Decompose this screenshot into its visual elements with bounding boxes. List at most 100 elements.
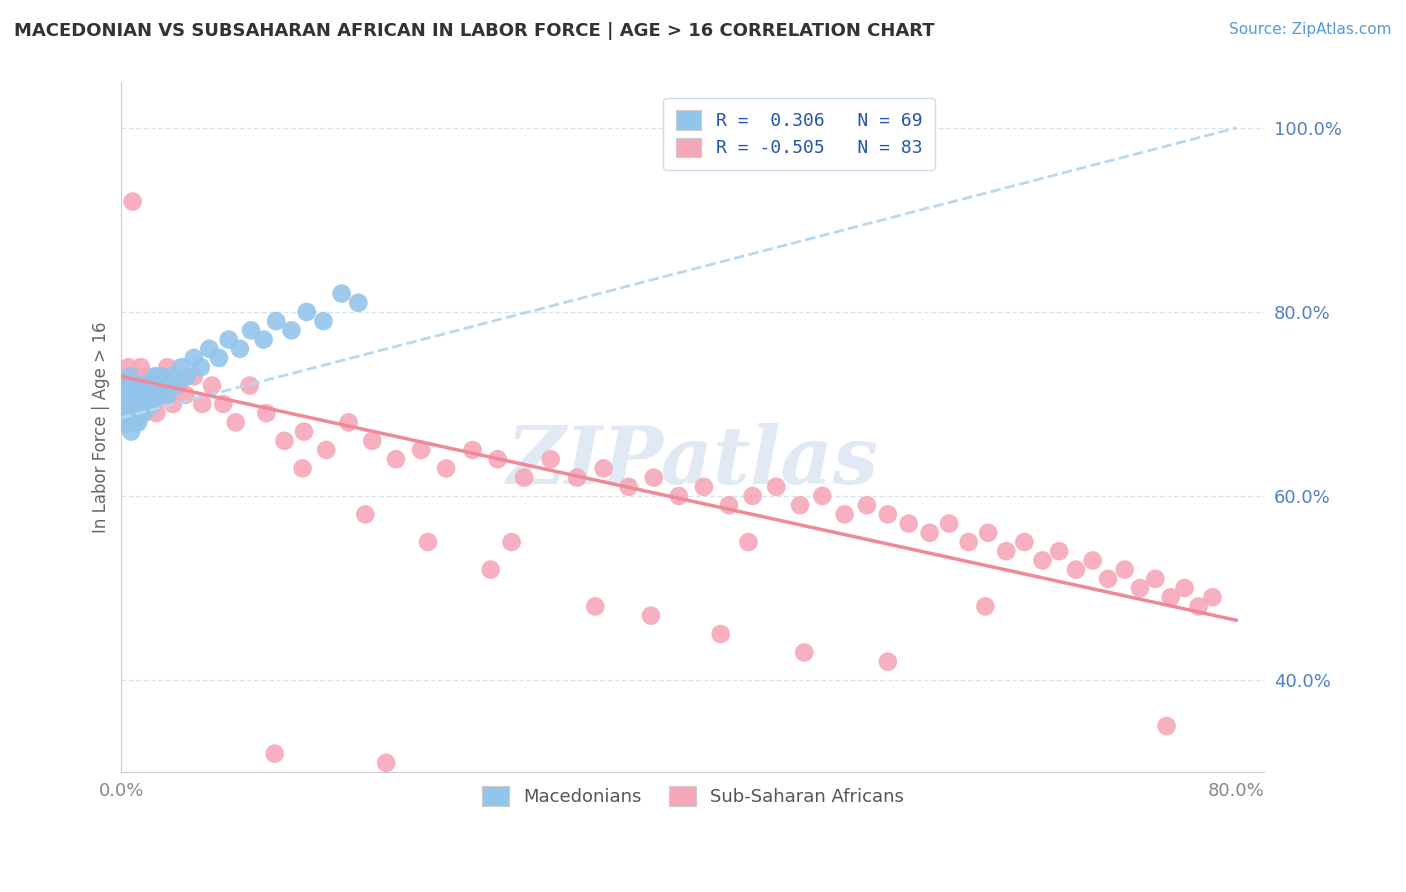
Point — [565, 470, 588, 484]
Point — [170, 360, 193, 375]
Point — [486, 452, 509, 467]
Point — [218, 333, 240, 347]
Point — [312, 314, 335, 328]
Point — [409, 442, 432, 457]
Point — [1047, 544, 1070, 558]
Point — [121, 378, 143, 392]
Point — [160, 369, 183, 384]
Point — [120, 425, 142, 439]
Point — [765, 480, 787, 494]
Point — [513, 470, 536, 484]
Point — [1144, 572, 1167, 586]
Point — [198, 342, 221, 356]
Point — [165, 378, 187, 392]
Point — [1081, 553, 1104, 567]
Point — [540, 452, 562, 467]
Point — [120, 406, 142, 420]
Point — [111, 406, 134, 420]
Y-axis label: In Labor Force | Age > 16: In Labor Force | Age > 16 — [93, 321, 110, 533]
Point — [416, 535, 439, 549]
Point — [135, 369, 157, 384]
Point — [114, 397, 136, 411]
Point — [385, 452, 408, 467]
Point — [120, 397, 142, 411]
Text: Source: ZipAtlas.com: Source: ZipAtlas.com — [1229, 22, 1392, 37]
Point — [856, 498, 879, 512]
Point — [129, 388, 152, 402]
Point — [131, 378, 153, 392]
Point — [789, 498, 811, 512]
Point — [128, 397, 150, 411]
Point — [1174, 581, 1197, 595]
Text: MACEDONIAN VS SUBSAHARAN AFRICAN IN LABOR FORCE | AGE > 16 CORRELATION CHART: MACEDONIAN VS SUBSAHARAN AFRICAN IN LABO… — [14, 22, 935, 40]
Text: ZIPatlas: ZIPatlas — [506, 423, 879, 500]
Point — [176, 369, 198, 384]
Point — [337, 416, 360, 430]
Point — [148, 369, 170, 384]
Point — [710, 627, 733, 641]
Point — [131, 378, 153, 392]
Point — [114, 406, 136, 420]
Point — [138, 388, 160, 402]
Point — [668, 489, 690, 503]
Point — [1014, 535, 1036, 549]
Point — [1160, 591, 1182, 605]
Point — [129, 406, 152, 420]
Point — [117, 406, 139, 420]
Point — [479, 563, 502, 577]
Point — [124, 397, 146, 411]
Point — [156, 360, 179, 375]
Point — [153, 378, 176, 392]
Legend: Macedonians, Sub-Saharan Africans: Macedonians, Sub-Saharan Africans — [472, 777, 912, 814]
Point — [124, 416, 146, 430]
Point — [114, 378, 136, 392]
Point — [131, 397, 153, 411]
Point — [120, 397, 142, 411]
Point — [136, 397, 159, 411]
Point — [640, 608, 662, 623]
Point — [974, 599, 997, 614]
Point — [141, 397, 163, 411]
Point — [118, 416, 141, 430]
Point — [977, 525, 1000, 540]
Point — [1097, 572, 1119, 586]
Point — [115, 416, 138, 430]
Point — [834, 508, 856, 522]
Point — [174, 388, 197, 402]
Point — [129, 360, 152, 375]
Point — [292, 425, 315, 439]
Point — [128, 388, 150, 402]
Point — [143, 369, 166, 384]
Point — [1129, 581, 1152, 595]
Point — [117, 360, 139, 375]
Point — [117, 378, 139, 392]
Point — [121, 416, 143, 430]
Point — [354, 508, 377, 522]
Point — [132, 397, 155, 411]
Point — [280, 323, 302, 337]
Point — [295, 305, 318, 319]
Point — [145, 406, 167, 420]
Point — [190, 360, 212, 375]
Point — [1114, 563, 1136, 577]
Point — [737, 535, 759, 549]
Point — [139, 378, 162, 392]
Point — [273, 434, 295, 448]
Point — [995, 544, 1018, 558]
Point — [183, 351, 205, 365]
Point — [115, 397, 138, 411]
Point — [191, 397, 214, 411]
Point — [127, 397, 149, 411]
Point — [122, 388, 145, 402]
Point — [693, 480, 716, 494]
Point — [315, 442, 337, 457]
Point — [793, 645, 815, 659]
Point — [643, 470, 665, 484]
Point — [121, 194, 143, 209]
Point — [957, 535, 980, 549]
Point — [152, 388, 174, 402]
Point — [112, 416, 135, 430]
Point — [252, 333, 274, 347]
Point — [125, 406, 148, 420]
Point — [115, 388, 138, 402]
